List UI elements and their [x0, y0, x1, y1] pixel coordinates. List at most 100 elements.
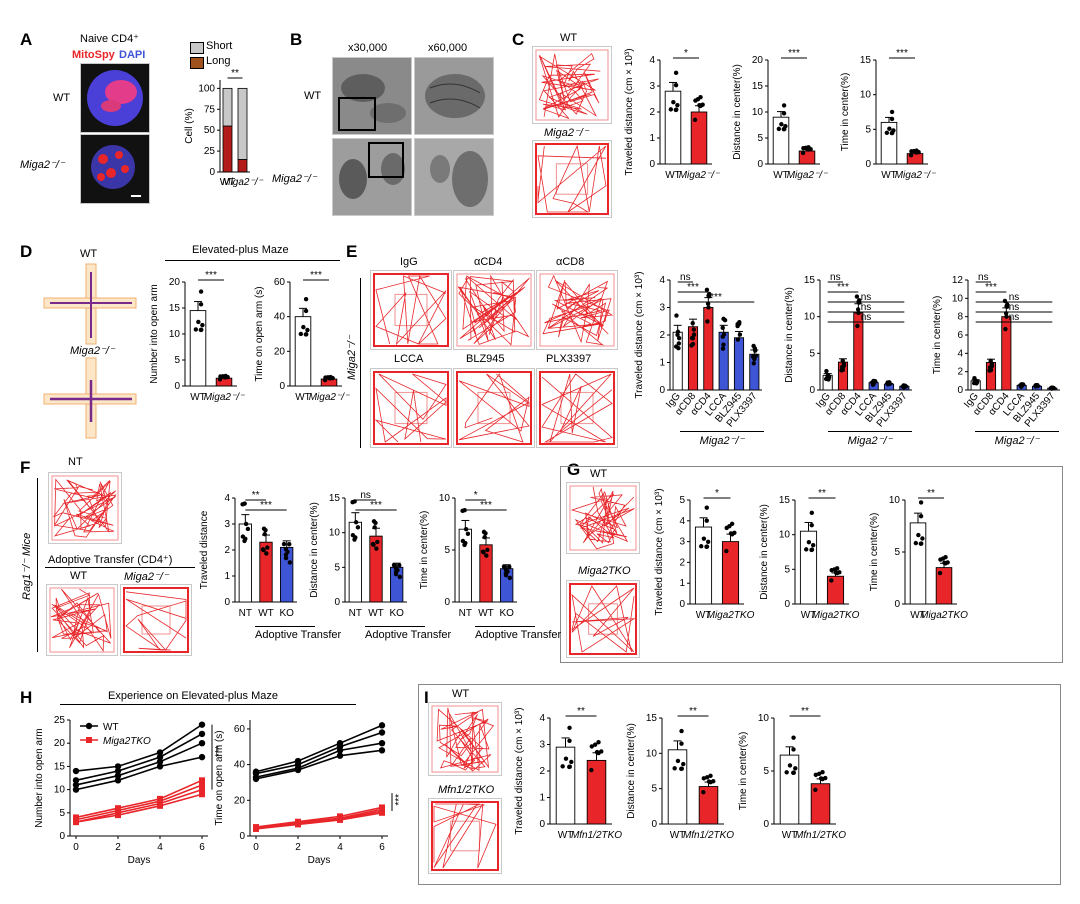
data-dot — [1033, 383, 1038, 388]
track-map — [370, 368, 452, 448]
track-graphic — [535, 49, 609, 121]
panel-f-nt: NT — [68, 456, 83, 468]
y-tick-label: 3 — [679, 537, 685, 548]
sig-label: ns — [1009, 302, 1020, 313]
y-axis-label: Time in center(%) — [840, 73, 851, 152]
em-ko-high — [414, 138, 494, 216]
track-wall — [535, 143, 609, 215]
data-point — [378, 722, 386, 729]
data-dot — [918, 500, 924, 505]
track-path — [125, 591, 187, 651]
data-dot — [373, 520, 378, 526]
legend-ko-marker — [86, 737, 92, 743]
panel-i-frame-left — [418, 684, 419, 884]
panel-b-mag2: x60,000 — [428, 42, 468, 54]
data-dot — [987, 365, 993, 370]
data-dot — [711, 779, 716, 784]
panel-a-letter: A — [20, 30, 33, 49]
data-dot — [735, 322, 740, 327]
y-tick-label: 20 — [169, 277, 181, 288]
data-dot — [482, 534, 487, 540]
y-tick-label: 10 — [889, 495, 901, 506]
data-dot — [920, 536, 925, 541]
track-map — [48, 472, 122, 544]
data-dot — [809, 510, 814, 516]
data-dot — [200, 322, 205, 328]
track-map — [370, 270, 452, 350]
data-dot — [813, 772, 819, 778]
epm-maze-graphic — [43, 263, 137, 439]
data-dot — [668, 107, 674, 112]
legend-short-label: Short — [206, 40, 233, 52]
panel-d-group-title: Elevated-plus Maze — [192, 244, 289, 256]
data-dot — [707, 291, 712, 297]
y-tick-label: 5 — [679, 495, 685, 506]
y-axis-label: Time in center(%) — [932, 296, 943, 375]
data-dot — [973, 378, 979, 383]
arena-border — [535, 49, 609, 121]
arena-center — [394, 293, 428, 327]
panel-f-transfer-line — [45, 567, 195, 568]
data-dot — [501, 564, 507, 569]
series-line — [75, 784, 203, 821]
y-axis-label: Cell (%) — [184, 108, 195, 144]
data-dot — [689, 343, 694, 348]
chart-F3: Time in center(%) 0 5 10 NT WT KO **** — [419, 490, 517, 619]
data-dot — [889, 116, 895, 122]
sig-label: ** — [801, 706, 809, 717]
y-axis-label: Traveled distance — [199, 510, 210, 589]
data-point — [114, 767, 122, 775]
x-tick-label: Miga2⁻/⁻ — [679, 170, 720, 181]
data-dot — [243, 521, 249, 527]
y-axis-label: Number into open arm — [149, 284, 160, 384]
x-tick-label: Miga2⁻/⁻ — [204, 392, 245, 403]
x-tick-label: WT — [801, 610, 817, 621]
series-line — [75, 742, 203, 786]
track-wall — [431, 801, 499, 871]
data-dot — [809, 522, 814, 528]
series-line — [255, 731, 383, 775]
data-dot — [727, 523, 732, 529]
y-tick-label: 0 — [539, 819, 545, 830]
y-tick-label: 5 — [757, 133, 763, 144]
y-tick-label: 5 — [894, 547, 900, 558]
track-map — [453, 270, 535, 350]
data-dot — [816, 771, 822, 776]
y-axis-label: Number into open arm — [34, 728, 45, 828]
track-path — [375, 274, 447, 346]
data-dot — [937, 570, 943, 576]
map-label: IgG — [400, 256, 418, 268]
y-tick-label: 3 — [539, 740, 545, 751]
sig-label: * — [474, 490, 478, 501]
track-graphic — [373, 371, 449, 445]
map-label: LCCA — [394, 353, 424, 365]
x-tick-label: NT — [349, 608, 362, 619]
data-dot — [791, 770, 796, 775]
data-dot — [724, 548, 729, 554]
sig-label: *** — [205, 270, 217, 281]
data-dot — [708, 773, 713, 779]
data-dot — [355, 525, 361, 530]
chart-H2: Time on open arm (s) 0 20 40 60 0 2 4 6 Days *** — [214, 720, 405, 866]
map-label: αCD8 — [556, 256, 585, 268]
panel-h-group-title: Experience on Elevated-plus Maze — [108, 690, 278, 702]
data-dot — [243, 536, 248, 542]
data-point — [156, 763, 164, 770]
arena-border — [49, 587, 115, 653]
track-map — [453, 368, 535, 448]
data-dot — [675, 758, 681, 764]
data-dot — [1005, 302, 1010, 307]
arena-center — [450, 820, 480, 852]
x-tick-label: Mfn1/2TKO — [683, 830, 734, 841]
panel-f-wt: WT — [70, 570, 88, 582]
x-tick-label: 4 — [337, 842, 343, 853]
arena-border — [535, 143, 609, 215]
chart-E2: Distance in center(%)051015IgGαCD8αCD4LC… — [784, 272, 912, 429]
data-dot — [353, 520, 359, 525]
data-dot — [690, 321, 695, 326]
panel-i-frame-right — [1060, 684, 1061, 884]
data-dot — [832, 567, 837, 572]
x-tick-label: Miga2⁻/⁻ — [787, 170, 828, 181]
y-tick-label: 10 — [752, 107, 764, 118]
